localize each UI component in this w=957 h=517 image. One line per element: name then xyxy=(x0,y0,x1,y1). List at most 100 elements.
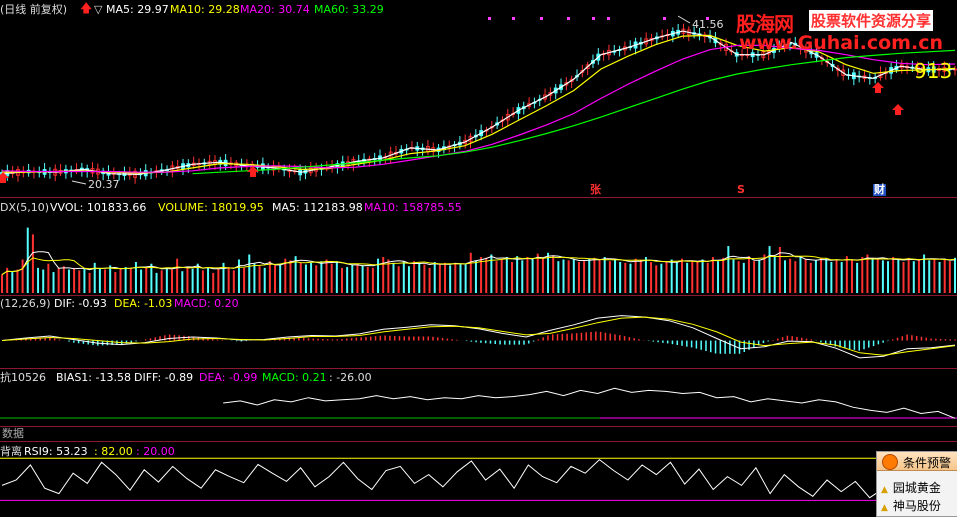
chevron-up-icon: ▲ xyxy=(881,485,888,495)
condition-alert-popup[interactable]: 条件预警 ▲ 园城黄金 ▲ 神马股份 xyxy=(876,451,957,517)
macd-indicator-name: (12,26,9) xyxy=(0,297,51,310)
ma-line-ma60 xyxy=(192,49,956,175)
ma-line-ma20 xyxy=(1,44,956,173)
rsi-indicator-name: 背离 xyxy=(0,445,22,458)
dif-line xyxy=(1,315,956,359)
chevron-up-icon: ▲ xyxy=(881,503,888,513)
rsi9-line xyxy=(1,458,956,499)
alert-item-2[interactable]: ▲ 神马股份 xyxy=(881,497,941,514)
dea-line xyxy=(1,316,956,356)
alert-item-label: 园城黄金 xyxy=(892,481,941,495)
event-marker-cai[interactable]: 财 xyxy=(873,183,886,196)
alert-popup-title: 条件预警 xyxy=(903,456,952,470)
red-up-arrow-icon: 🡅 xyxy=(80,1,93,15)
bias-macd-label: MACD: 0.21 xyxy=(262,371,327,384)
low-pointer-line xyxy=(71,180,87,185)
volume-ma5-line xyxy=(1,251,956,276)
bias-dea-label: DEA: -0.99 xyxy=(199,371,258,384)
macd-panel: (12,26,9) DIF: -0.93 DEA: -1.03 MACD: 0.… xyxy=(0,296,957,368)
buy-arrow-icon xyxy=(892,104,904,115)
bias-extra-label: : -26.00 xyxy=(329,371,372,384)
signal-dot xyxy=(607,17,610,20)
candle-body xyxy=(569,78,574,83)
volume-ma10-line xyxy=(1,255,956,276)
macd-label: MACD: 0.20 xyxy=(174,297,239,310)
ma-line-ma10 xyxy=(2,34,956,174)
dea-label: DEA: -1.03 xyxy=(114,297,173,310)
buy-arrow-icon xyxy=(872,82,884,93)
price-panel: (日线 前复权) 🡅 ▽ MA5: 29.97 MA10: 29.28 MA20… xyxy=(0,0,957,197)
vol-ma5-label: MA5: 112183.98 xyxy=(272,201,363,214)
data-panel-label: 数据 xyxy=(2,427,24,440)
signal-dot xyxy=(663,17,666,20)
bias1-line xyxy=(223,387,956,419)
ma20-label: MA20: 30.74 xyxy=(240,3,310,16)
down-triangle-icon: ▽ xyxy=(94,3,103,16)
signal-dot xyxy=(540,17,543,20)
macd-chart xyxy=(1,315,956,359)
candle-body xyxy=(564,82,569,86)
candle-body xyxy=(718,42,723,46)
rsi-chart xyxy=(0,457,957,501)
vvol-label: VVOL: 101833.66 xyxy=(50,201,147,214)
alert-item-label: 神马股份 xyxy=(892,499,941,513)
ma5-label: MA5: 29.97 xyxy=(106,3,169,16)
bias-chart xyxy=(0,387,957,419)
candle-body xyxy=(543,94,547,100)
rsi-upper-label: : 82.00 xyxy=(94,445,133,458)
event-marker-zhang[interactable]: 张 xyxy=(590,183,601,196)
signal-dot xyxy=(567,17,570,20)
candle-body xyxy=(841,69,846,76)
candle-body xyxy=(585,64,590,69)
candle-body xyxy=(835,67,840,71)
candle-body xyxy=(580,70,585,73)
rsi-lower-label: : 20.00 xyxy=(136,445,175,458)
event-marker-s[interactable]: S xyxy=(737,183,745,196)
panel-divider[interactable] xyxy=(0,426,957,427)
low-price-marker: 20.37 xyxy=(88,178,120,191)
vol-ma10-label: MA10: 158785.55 xyxy=(364,201,462,214)
signal-dot xyxy=(706,17,709,20)
rsi-panel: 背离 RSI9: 53.23 : 82.00 : 20.00 xyxy=(0,442,957,515)
dif-label: DIF: -0.93 xyxy=(54,297,107,310)
signal-dot xyxy=(488,17,491,20)
volume-chart xyxy=(1,227,956,293)
price-chart xyxy=(0,15,957,185)
bias-diff-label: DIFF: -0.89 xyxy=(134,371,194,384)
candle-body xyxy=(468,135,473,143)
panel-divider[interactable] xyxy=(0,295,957,296)
ma-line-ma5 xyxy=(1,30,956,176)
watermark-brand: 股海网 xyxy=(736,12,794,36)
high-pointer-line xyxy=(677,15,691,24)
signal-dot xyxy=(512,17,515,20)
high-price-marker: 41.56 xyxy=(692,18,724,31)
bias1-label: BIAS1: -13.58 xyxy=(56,371,131,384)
candle-body xyxy=(505,113,510,121)
alert-bell-icon xyxy=(882,454,898,470)
buy-arrow-icon xyxy=(0,172,9,183)
buy-arrow-icon xyxy=(247,166,259,177)
ma60-label: MA60: 33.29 xyxy=(314,3,384,16)
alert-item-1[interactable]: ▲ 园城黄金 xyxy=(881,479,941,496)
panel-divider[interactable] xyxy=(0,368,957,369)
alert-popup-header[interactable]: 条件预警 xyxy=(877,452,957,471)
volume-indicator-name: DX(5,10) xyxy=(0,201,50,214)
watermark-url: www.Guhai.com.cn xyxy=(739,32,943,54)
candle-body xyxy=(527,103,531,107)
price-header-prefix: (日线 前复权) xyxy=(0,3,68,16)
candle-body xyxy=(766,51,771,55)
volume-panel: DX(5,10) VVOL: 101833.66 VOLUME: 18019.9… xyxy=(0,198,957,295)
ma10-label: MA10: 29.28 xyxy=(170,3,240,16)
volume-label: VOLUME: 18019.95 xyxy=(158,201,264,214)
bias-panel: 抗10526 BIAS1: -13.58 DIFF: -0.89 DEA: -0… xyxy=(0,369,957,426)
candle-body xyxy=(548,92,553,96)
bias-indicator-name: 抗10526 xyxy=(0,371,46,384)
signal-dot xyxy=(592,17,595,20)
right-edge-number: 913 xyxy=(914,59,953,83)
panel-divider[interactable] xyxy=(0,197,957,198)
data-panel: 数据 xyxy=(0,427,957,441)
watermark-logo: 股海网 股票软件资源分享 www.Guhai.com.cn xyxy=(731,6,955,54)
panel-divider[interactable] xyxy=(0,441,957,442)
rsi9-label: RSI9: 53.23 xyxy=(24,445,88,458)
watermark-slogan: 股票软件资源分享 xyxy=(809,10,934,31)
